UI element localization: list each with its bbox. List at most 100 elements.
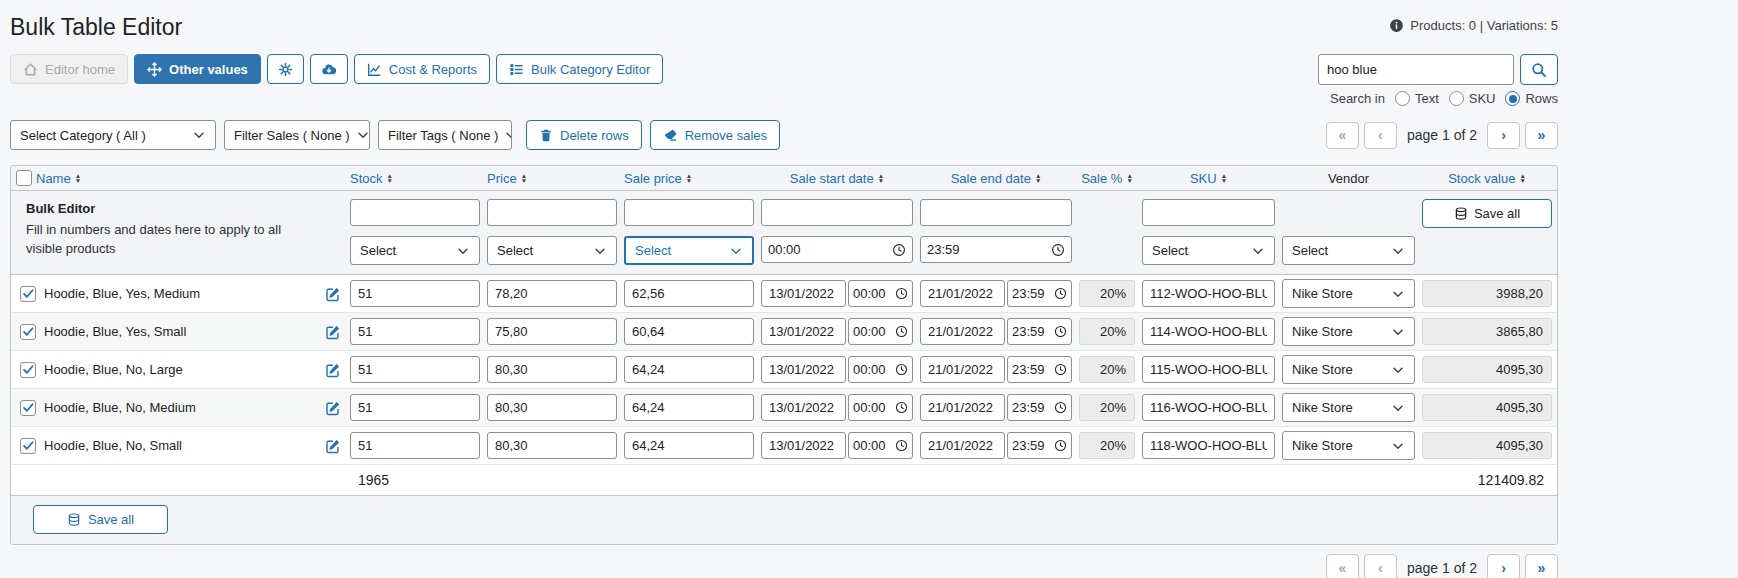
row-checkbox[interactable] [20, 362, 36, 378]
sale-start-date-input[interactable] [761, 432, 846, 459]
radio-icon[interactable] [1505, 91, 1520, 106]
sort-icon[interactable]: ▲▼ [1035, 173, 1041, 183]
vendor-select[interactable]: Nike Store [1282, 279, 1415, 308]
sale-end-time-input[interactable]: 23:59 [1007, 280, 1072, 307]
edit-row-icon[interactable] [325, 362, 343, 378]
bulk-sku-select[interactable]: Select [1142, 236, 1275, 265]
price-input[interactable] [487, 394, 617, 421]
save-all-button-top[interactable]: Save all [1422, 199, 1552, 228]
sort-icon[interactable]: ▲▼ [1519, 173, 1525, 183]
select-all-checkbox[interactable] [16, 170, 32, 186]
row-checkbox[interactable] [20, 286, 36, 302]
next-page-button[interactable]: › [1487, 122, 1520, 149]
sort-icon[interactable]: ▲▼ [1221, 173, 1227, 183]
sale-start-time-input[interactable]: 00:00 [848, 432, 913, 459]
price-input[interactable] [487, 280, 617, 307]
search-in-text-radio[interactable]: Text [1395, 91, 1439, 106]
other-values-button[interactable]: Other values [134, 54, 261, 84]
stock-input[interactable] [350, 432, 480, 459]
price-input[interactable] [487, 432, 617, 459]
bulk-sale-end-date-input[interactable] [920, 199, 1072, 226]
sale-start-time-input[interactable]: 00:00 [848, 356, 913, 383]
edit-row-icon[interactable] [325, 324, 343, 340]
sale-end-date-input[interactable] [920, 356, 1005, 383]
stock-input[interactable] [350, 356, 480, 383]
sort-icon[interactable]: ▲▼ [1126, 173, 1132, 183]
sale-end-date-input[interactable] [920, 318, 1005, 345]
last-page-button[interactable]: » [1525, 554, 1558, 578]
stock-input[interactable] [350, 318, 480, 345]
vendor-select[interactable]: Nike Store [1282, 355, 1415, 384]
price-input[interactable] [487, 356, 617, 383]
sale-end-date-input[interactable] [920, 280, 1005, 307]
sale-end-date-input[interactable] [920, 394, 1005, 421]
sale-price-input[interactable] [624, 394, 754, 421]
sort-icon[interactable]: ▲▼ [75, 173, 81, 183]
sale-start-date-input[interactable] [761, 280, 846, 307]
sale-price-input[interactable] [624, 280, 754, 307]
editor-home-button[interactable]: Editor home [10, 54, 128, 84]
tags-filter-select[interactable]: Filter Tags ( None ) [378, 120, 512, 150]
save-all-button-bottom[interactable]: Save all [33, 505, 168, 534]
edit-row-icon[interactable] [325, 438, 343, 454]
edit-row-icon[interactable] [325, 286, 343, 302]
sku-input[interactable] [1142, 394, 1275, 421]
bulk-sale-price-input[interactable] [624, 199, 754, 226]
vendor-select[interactable]: Nike Store [1282, 431, 1415, 460]
sale-start-date-input[interactable] [761, 356, 846, 383]
vendor-select[interactable]: Nike Store [1282, 393, 1415, 422]
sort-icon[interactable]: ▲▼ [686, 173, 692, 183]
bulk-price-input[interactable] [487, 199, 617, 226]
row-checkbox[interactable] [20, 400, 36, 416]
sale-price-input[interactable] [624, 318, 754, 345]
sale-end-time-input[interactable]: 23:59 [1007, 394, 1072, 421]
settings-button[interactable] [267, 54, 304, 84]
row-checkbox[interactable] [20, 438, 36, 454]
bulk-category-editor-button[interactable]: Bulk Category Editor [496, 54, 663, 84]
sale-price-input[interactable] [624, 356, 754, 383]
cloud-download-button[interactable] [310, 54, 348, 84]
sort-icon[interactable]: ▲▼ [878, 173, 884, 183]
bulk-sale-start-date-input[interactable] [761, 199, 913, 226]
sale-end-time-input[interactable]: 23:59 [1007, 432, 1072, 459]
cost-reports-button[interactable]: Cost & Reports [354, 54, 490, 84]
sale-start-time-input[interactable]: 00:00 [848, 280, 913, 307]
first-page-button[interactable]: « [1326, 554, 1359, 578]
sales-filter-select[interactable]: Filter Sales ( None ) [224, 120, 370, 150]
sort-icon[interactable]: ▲▼ [521, 173, 527, 183]
sale-end-time-input[interactable]: 23:59 [1007, 318, 1072, 345]
bulk-sale-price-select[interactable]: Select [624, 236, 754, 265]
sale-start-date-input[interactable] [761, 394, 846, 421]
price-input[interactable] [487, 318, 617, 345]
first-page-button[interactable]: « [1326, 122, 1359, 149]
search-in-sku-radio[interactable]: SKU [1449, 91, 1496, 106]
search-button[interactable] [1520, 54, 1558, 85]
search-input[interactable] [1318, 54, 1514, 85]
delete-rows-button[interactable]: Delete rows [526, 120, 642, 150]
next-page-button[interactable]: › [1487, 554, 1520, 578]
radio-icon[interactable] [1449, 91, 1464, 106]
vendor-select[interactable]: Nike Store [1282, 317, 1415, 346]
sku-input[interactable] [1142, 356, 1275, 383]
search-in-rows-radio[interactable]: Rows [1505, 91, 1558, 106]
edit-row-icon[interactable] [325, 400, 343, 416]
sale-end-time-input[interactable]: 23:59 [1007, 356, 1072, 383]
bulk-stock-input[interactable] [350, 199, 480, 226]
bulk-sku-input[interactable] [1142, 199, 1275, 226]
sale-start-time-input[interactable]: 00:00 [848, 318, 913, 345]
sale-end-date-input[interactable] [920, 432, 1005, 459]
remove-sales-button[interactable]: Remove sales [650, 120, 780, 150]
stock-input[interactable] [350, 280, 480, 307]
bulk-end-time-input[interactable]: 23:59 [920, 236, 1072, 263]
radio-icon[interactable] [1395, 91, 1410, 106]
sku-input[interactable] [1142, 432, 1275, 459]
bulk-stock-select[interactable]: Select [350, 236, 480, 265]
category-filter-select[interactable]: Select Category ( All ) [10, 120, 216, 150]
sort-icon[interactable]: ▲▼ [387, 173, 393, 183]
last-page-button[interactable]: » [1525, 122, 1558, 149]
bulk-price-select[interactable]: Select [487, 236, 617, 265]
sale-price-input[interactable] [624, 432, 754, 459]
sale-start-date-input[interactable] [761, 318, 846, 345]
stock-input[interactable] [350, 394, 480, 421]
sku-input[interactable] [1142, 280, 1275, 307]
